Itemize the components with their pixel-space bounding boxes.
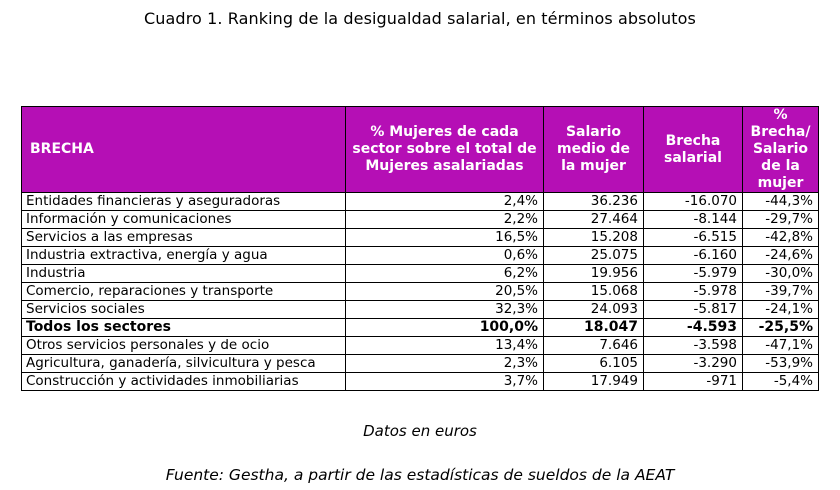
avg-salary-cell: 7.646 bbox=[543, 336, 644, 355]
avg-salary-cell: 27.464 bbox=[543, 210, 644, 229]
gap-ratio-cell: -24,6% bbox=[742, 246, 819, 265]
gap-ratio-cell: -39,7% bbox=[742, 282, 819, 301]
header-gap-ratio: % Brecha/ Salario de la mujer bbox=[742, 106, 819, 193]
pct-women-cell: 32,3% bbox=[345, 300, 544, 319]
sector-cell: Industria extractiva, energía y agua bbox=[21, 246, 346, 265]
table-row: Entidades financieras y aseguradoras 2,4… bbox=[21, 192, 819, 211]
pct-women-cell: 2,4% bbox=[345, 192, 544, 211]
pct-women-cell: 2,3% bbox=[345, 354, 544, 373]
avg-salary-cell: 15.208 bbox=[543, 228, 644, 247]
table-row: Comercio, reparaciones y transporte 20,5… bbox=[21, 282, 819, 301]
pct-women-cell: 13,4% bbox=[345, 336, 544, 355]
gap-ratio-cell: -29,7% bbox=[742, 210, 819, 229]
sector-cell: Otros servicios personales y de ocio bbox=[21, 336, 346, 355]
pct-women-cell: 2,2% bbox=[345, 210, 544, 229]
avg-salary-cell: 19.956 bbox=[543, 264, 644, 283]
pct-women-cell: 0,6% bbox=[345, 246, 544, 265]
header-pct-women: % Mujeres de cada sector sobre el total … bbox=[345, 106, 544, 193]
sector-cell: Industria bbox=[21, 264, 346, 283]
gap-ratio-cell: -47,1% bbox=[742, 336, 819, 355]
pct-women-cell: 3,7% bbox=[345, 372, 544, 391]
sector-cell: Construcción y actividades inmobiliarias bbox=[21, 372, 346, 391]
salary-gap-table: BRECHA % Mujeres de cada sector sobre el… bbox=[21, 106, 819, 391]
gap-ratio-cell: -5,4% bbox=[742, 372, 819, 391]
gap-ratio-cell: -30,0% bbox=[742, 264, 819, 283]
header-avg-salary: Salario medio de la mujer bbox=[543, 106, 644, 193]
gap-ratio-cell: -25,5% bbox=[742, 318, 819, 337]
table-row: Industria extractiva, energía y agua 0,6… bbox=[21, 246, 819, 265]
wage-gap-cell: -5.979 bbox=[643, 264, 743, 283]
table-row: Servicios sociales 32,3% 24.093 -5.817 -… bbox=[21, 300, 819, 319]
avg-salary-cell: 24.093 bbox=[543, 300, 644, 319]
wage-gap-cell: -16.070 bbox=[643, 192, 743, 211]
gap-ratio-cell: -24,1% bbox=[742, 300, 819, 319]
sector-cell: Servicios a las empresas bbox=[21, 228, 346, 247]
avg-salary-cell: 25.075 bbox=[543, 246, 644, 265]
pct-women-cell: 100,0% bbox=[345, 318, 544, 337]
wage-gap-cell: -8.144 bbox=[643, 210, 743, 229]
total-row: Todos los sectores 100,0% 18.047 -4.593 … bbox=[21, 318, 819, 337]
table-caption: Cuadro 1. Ranking de la desigualdad sala… bbox=[144, 9, 696, 28]
avg-salary-cell: 17.949 bbox=[543, 372, 644, 391]
wage-gap-cell: -971 bbox=[643, 372, 743, 391]
wage-gap-cell: -3.290 bbox=[643, 354, 743, 373]
gap-ratio-cell: -53,9% bbox=[742, 354, 819, 373]
gap-ratio-cell: -44,3% bbox=[742, 192, 819, 211]
sector-cell: Comercio, reparaciones y transporte bbox=[21, 282, 346, 301]
gap-ratio-cell: -42,8% bbox=[742, 228, 819, 247]
wage-gap-cell: -5.817 bbox=[643, 300, 743, 319]
wage-gap-cell: -6.515 bbox=[643, 228, 743, 247]
pct-women-cell: 16,5% bbox=[345, 228, 544, 247]
wage-gap-cell: -4.593 bbox=[643, 318, 743, 337]
avg-salary-cell: 6.105 bbox=[543, 354, 644, 373]
avg-salary-cell: 15.068 bbox=[543, 282, 644, 301]
pct-women-cell: 6,2% bbox=[345, 264, 544, 283]
sector-cell: Agricultura, ganadería, silvicultura y p… bbox=[21, 354, 346, 373]
table-row: Agricultura, ganadería, silvicultura y p… bbox=[21, 354, 819, 373]
header-wage-gap: Brecha salarial bbox=[643, 106, 743, 193]
sector-cell: Entidades financieras y aseguradoras bbox=[21, 192, 346, 211]
wage-gap-cell: -6.160 bbox=[643, 246, 743, 265]
table-row: Servicios a las empresas 16,5% 15.208 -6… bbox=[21, 228, 819, 247]
units-note: Datos en euros bbox=[363, 422, 477, 440]
header-row: BRECHA % Mujeres de cada sector sobre el… bbox=[21, 106, 819, 193]
sector-cell: Servicios sociales bbox=[21, 300, 346, 319]
table-row: Información y comunicaciones 2,2% 27.464… bbox=[21, 210, 819, 229]
table-row: Otros servicios personales y de ocio 13,… bbox=[21, 336, 819, 355]
table-row: Industria 6,2% 19.956 -5.979 -30,0% bbox=[21, 264, 819, 283]
header-brecha: BRECHA bbox=[21, 106, 346, 193]
source-note: Fuente: Gestha, a partir de las estadíst… bbox=[165, 466, 675, 484]
pct-women-cell: 20,5% bbox=[345, 282, 544, 301]
avg-salary-cell: 18.047 bbox=[543, 318, 644, 337]
sector-cell: Información y comunicaciones bbox=[21, 210, 346, 229]
wage-gap-cell: -5.978 bbox=[643, 282, 743, 301]
wage-gap-cell: -3.598 bbox=[643, 336, 743, 355]
sector-cell: Todos los sectores bbox=[21, 318, 346, 337]
avg-salary-cell: 36.236 bbox=[543, 192, 644, 211]
table-row: Construcción y actividades inmobiliarias… bbox=[21, 372, 819, 391]
